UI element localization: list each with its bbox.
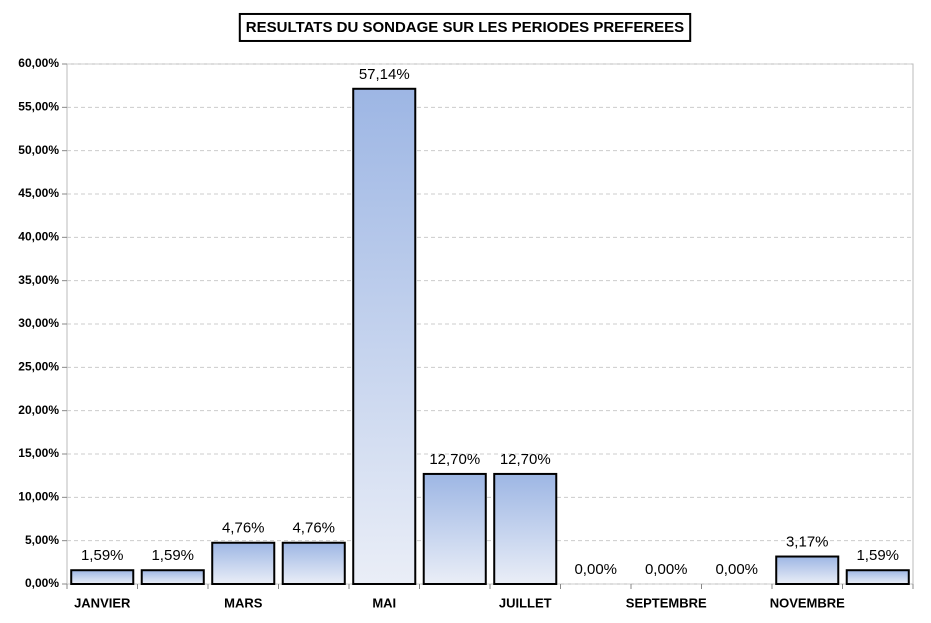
- x-tick-label: JUILLET: [499, 595, 552, 610]
- value-label: 1,59%: [856, 547, 899, 564]
- value-label: 1,59%: [81, 547, 124, 564]
- value-label: 3,17%: [786, 533, 829, 550]
- value-label: 0,00%: [715, 561, 758, 578]
- bar: [211, 541, 276, 585]
- bar: [70, 569, 135, 585]
- y-tick-label: 15,00%: [18, 446, 59, 460]
- y-tick-label: 10,00%: [18, 490, 59, 504]
- bar: [140, 569, 205, 585]
- x-tick-label: MAI: [372, 595, 396, 610]
- y-tick-label: 30,00%: [18, 316, 59, 330]
- y-tick-label: 45,00%: [18, 186, 59, 200]
- x-tick-label: NOVEMBRE: [770, 595, 845, 610]
- value-label: 4,76%: [292, 520, 335, 537]
- value-label: 0,00%: [645, 561, 688, 578]
- value-label: 1,59%: [151, 547, 194, 564]
- title-box: [238, 12, 692, 42]
- y-tick-label: 55,00%: [18, 100, 59, 114]
- value-label: 57,14%: [359, 66, 410, 83]
- y-tick-label: 5,00%: [25, 533, 59, 547]
- y-tick-label: 0,00%: [25, 576, 59, 590]
- y-tick-label: 25,00%: [18, 360, 59, 374]
- y-tick-label: 40,00%: [18, 230, 59, 244]
- y-tick-label: 20,00%: [18, 403, 59, 417]
- value-label: 12,70%: [500, 451, 551, 468]
- bar: [775, 555, 840, 586]
- x-tick-label: MARS: [224, 595, 263, 610]
- y-tick-label: 50,00%: [18, 143, 59, 157]
- value-label: 4,76%: [222, 520, 265, 537]
- bar: [493, 472, 558, 585]
- x-tick-label: JANVIER: [74, 595, 131, 610]
- bar: [845, 569, 910, 585]
- value-label: 0,00%: [574, 561, 617, 578]
- y-tick-label: 35,00%: [18, 273, 59, 287]
- x-tick-label: SEPTEMBRE: [626, 595, 707, 610]
- bar: [281, 541, 346, 585]
- value-label: 12,70%: [429, 451, 480, 468]
- bar: [422, 472, 487, 585]
- y-tick-label: 60,00%: [18, 56, 59, 70]
- chart-title: RESULTATS DU SONDAGE SUR LES PERIODES PR…: [246, 19, 684, 36]
- bar: [352, 87, 417, 586]
